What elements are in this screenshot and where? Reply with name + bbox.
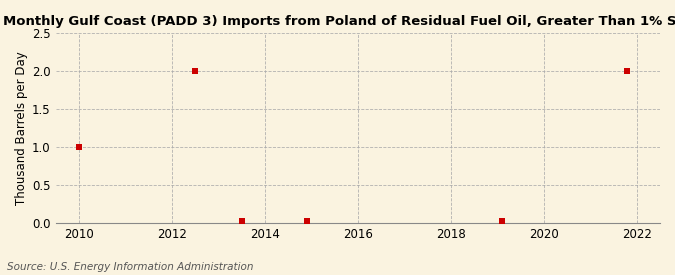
Point — [236, 219, 247, 224]
Point — [190, 69, 200, 73]
Point — [622, 69, 633, 73]
Point — [497, 219, 508, 224]
Y-axis label: Thousand Barrels per Day: Thousand Barrels per Day — [15, 51, 28, 205]
Text: Source: U.S. Energy Information Administration: Source: U.S. Energy Information Administ… — [7, 262, 253, 272]
Point — [301, 219, 312, 224]
Title: Monthly Gulf Coast (PADD 3) Imports from Poland of Residual Fuel Oil, Greater Th: Monthly Gulf Coast (PADD 3) Imports from… — [3, 15, 675, 28]
Point — [74, 145, 84, 149]
